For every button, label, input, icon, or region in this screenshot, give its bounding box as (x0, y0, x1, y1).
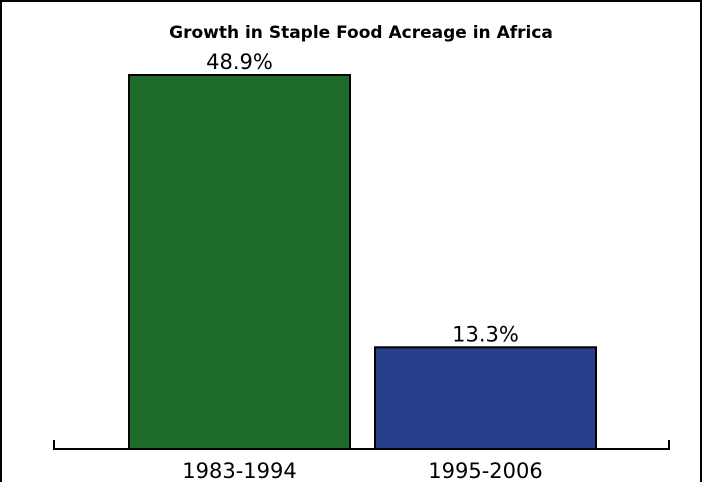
x-axis-line (53, 440, 670, 450)
x-tick-label-1995-2006: 1995-2006 (428, 459, 542, 483)
value-label-1995-2006: 13.3% (452, 322, 519, 346)
bar-1983-1994 (128, 74, 351, 450)
value-labels-layer: 48.9% 13.3% (206, 50, 519, 346)
value-label-1983-1994: 48.9% (206, 50, 273, 74)
bar-1995-2006 (374, 346, 597, 450)
x-tick-label-1983-1994: 1983-1994 (182, 459, 296, 483)
chart-title: Growth in Staple Food Acreage in Africa (169, 23, 553, 43)
bars-layer (128, 74, 597, 450)
x-axis: 1983-1994 1995-2006 (53, 440, 670, 483)
